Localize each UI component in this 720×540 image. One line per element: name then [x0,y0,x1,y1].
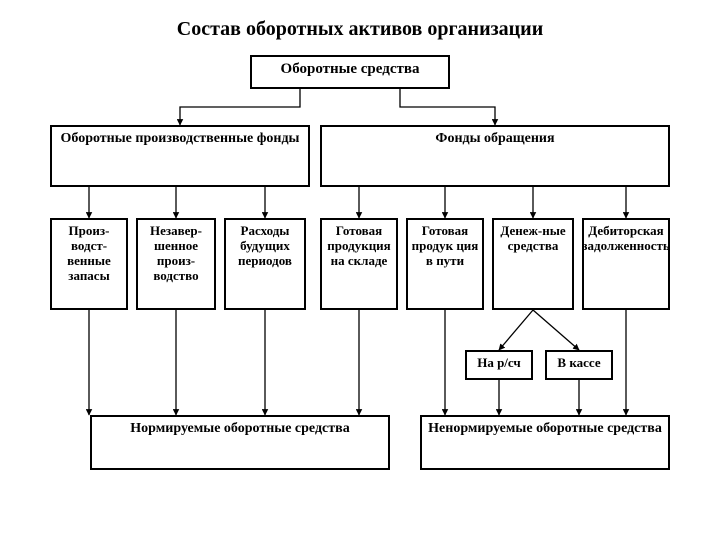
node-c2: Незавер-шенное произ-водство [136,218,216,310]
node-l1b: Фонды обращения [320,125,670,187]
node-d2: В кассе [545,350,613,380]
diagram-stage: Состав оборотных активов организации Обо… [0,0,720,540]
node-root: Оборотные средства [250,55,450,89]
node-c7: Дебиторская задолженность [582,218,670,310]
node-b2: Ненормируемые оборотные средства [420,415,670,470]
node-c5: Готовая продук ция в пути [406,218,484,310]
edge-root-l1b [400,89,495,125]
node-c4: Готовая продукция на складе [320,218,398,310]
diagram-title: Состав оборотных активов организации [0,18,720,41]
edge-c6-d2 [533,310,579,350]
node-l1a: Оборотные производственные фонды [50,125,310,187]
node-d1: На р/сч [465,350,533,380]
node-c3: Расходы будущих периодов [224,218,306,310]
edge-c6-d1 [499,310,533,350]
node-c6: Денеж-ные средства [492,218,574,310]
edge-root-l1a [180,89,300,125]
node-b1: Нормируемые оборотные средства [90,415,390,470]
node-c1: Произ-водст-венные запасы [50,218,128,310]
